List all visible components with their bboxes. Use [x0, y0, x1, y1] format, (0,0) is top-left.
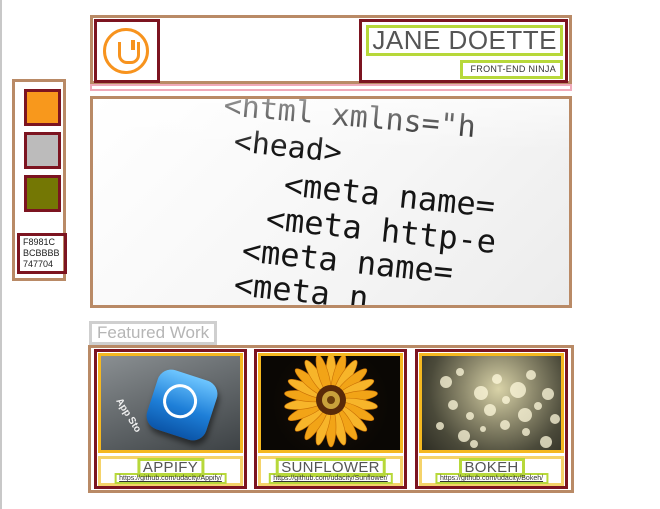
bokeh-light — [518, 408, 532, 422]
name-block: JANE DOETTE FRONT-END NINJA — [359, 19, 568, 83]
work-card-sunflower: SUNFLOWER https://github.com/udacity/Sun… — [254, 349, 407, 489]
left-edge-rule — [0, 0, 2, 509]
color-codes: F8981C BCBBBB 747704 — [17, 233, 67, 274]
hero-image: <html xmlns="h <head> <meta name= <meta … — [90, 96, 572, 308]
work-title-appify: APPIFY — [136, 458, 205, 477]
color-code-3: 747704 — [23, 259, 54, 269]
bokeh-light — [474, 386, 488, 400]
bokeh-light — [458, 430, 470, 442]
bokeh-light — [522, 428, 530, 436]
bokeh-light — [540, 436, 552, 448]
bokeh-light — [466, 412, 474, 420]
bokeh-light — [440, 376, 452, 388]
color-code-2: BCBBBB — [23, 248, 60, 258]
color-palette: F8981C BCBBBB 747704 — [12, 79, 67, 281]
thumbnail-appify[interactable]: App Sto — [98, 353, 243, 453]
bokeh-light — [542, 388, 554, 400]
bokeh-light — [492, 374, 502, 384]
header: JANE DOETTE FRONT-END NINJA — [90, 15, 572, 84]
color-code-1: F8981C — [23, 237, 56, 247]
work-title-sunflower: SUNFLOWER — [275, 458, 386, 477]
code-photo-illustration: <html xmlns="h <head> <meta name= <meta … — [93, 99, 569, 305]
app-store-caption: App Sto — [113, 396, 143, 435]
app-store-icon — [142, 365, 222, 445]
sunflower-illustration — [284, 356, 378, 448]
sunflower-photo — [261, 356, 400, 450]
thumbnail-bokeh[interactable] — [419, 353, 564, 453]
bokeh-light — [550, 414, 560, 424]
logo[interactable] — [94, 19, 160, 83]
bokeh-light — [526, 370, 536, 380]
bokeh-light — [456, 368, 464, 376]
bokeh-light — [448, 400, 458, 410]
sunflower-petals — [284, 356, 378, 448]
page-title: JANE DOETTE — [366, 25, 563, 56]
bokeh-light — [436, 422, 444, 430]
bokeh-light — [510, 382, 526, 398]
work-meta-appify: APPIFY https://github.com/udacity/Appify… — [98, 456, 243, 486]
bokeh-light — [534, 402, 542, 410]
udacity-logo-icon — [103, 28, 149, 74]
app-store-photo: App Sto — [101, 356, 240, 450]
work-card-bokeh: BOKEH https://github.com/udacity/Bokeh/ — [415, 349, 568, 489]
swatch-olive-gray — [24, 175, 61, 212]
bokeh-light — [502, 396, 510, 404]
featured-work-heading: Featured Work — [89, 321, 218, 345]
header-divider — [90, 84, 572, 91]
bokeh-light — [470, 440, 478, 448]
work-card-appify: App Sto APPIFY https://github.com/udacit… — [94, 349, 247, 489]
work-meta-bokeh: BOKEH https://github.com/udacity/Bokeh/ — [419, 456, 564, 486]
work-title-bokeh: BOKEH — [458, 458, 525, 477]
work-link-appify[interactable]: https://github.com/udacity/Appify/ — [114, 473, 227, 484]
logo-u-shape — [118, 42, 140, 64]
work-meta-sunflower: SUNFLOWER https://github.com/udacity/Sun… — [258, 456, 403, 486]
swatch-orange — [24, 89, 61, 126]
bokeh-light — [480, 426, 486, 432]
page-subtitle: FRONT-END NINJA — [459, 60, 563, 79]
thumbnail-sunflower[interactable] — [258, 353, 403, 453]
bokeh-light — [484, 404, 496, 416]
work-link-bokeh[interactable]: https://github.com/udacity/Bokeh/ — [434, 473, 549, 484]
featured-work-grid: App Sto APPIFY https://github.com/udacit… — [88, 345, 574, 493]
bokeh-light — [500, 420, 510, 430]
bokeh-photo — [422, 356, 561, 450]
logo-u-stem — [131, 40, 135, 50]
app-store-ring — [158, 379, 202, 423]
work-link-sunflower[interactable]: https://github.com/udacity/Sunflower/ — [268, 473, 393, 484]
swatch-light-gray — [24, 132, 61, 169]
